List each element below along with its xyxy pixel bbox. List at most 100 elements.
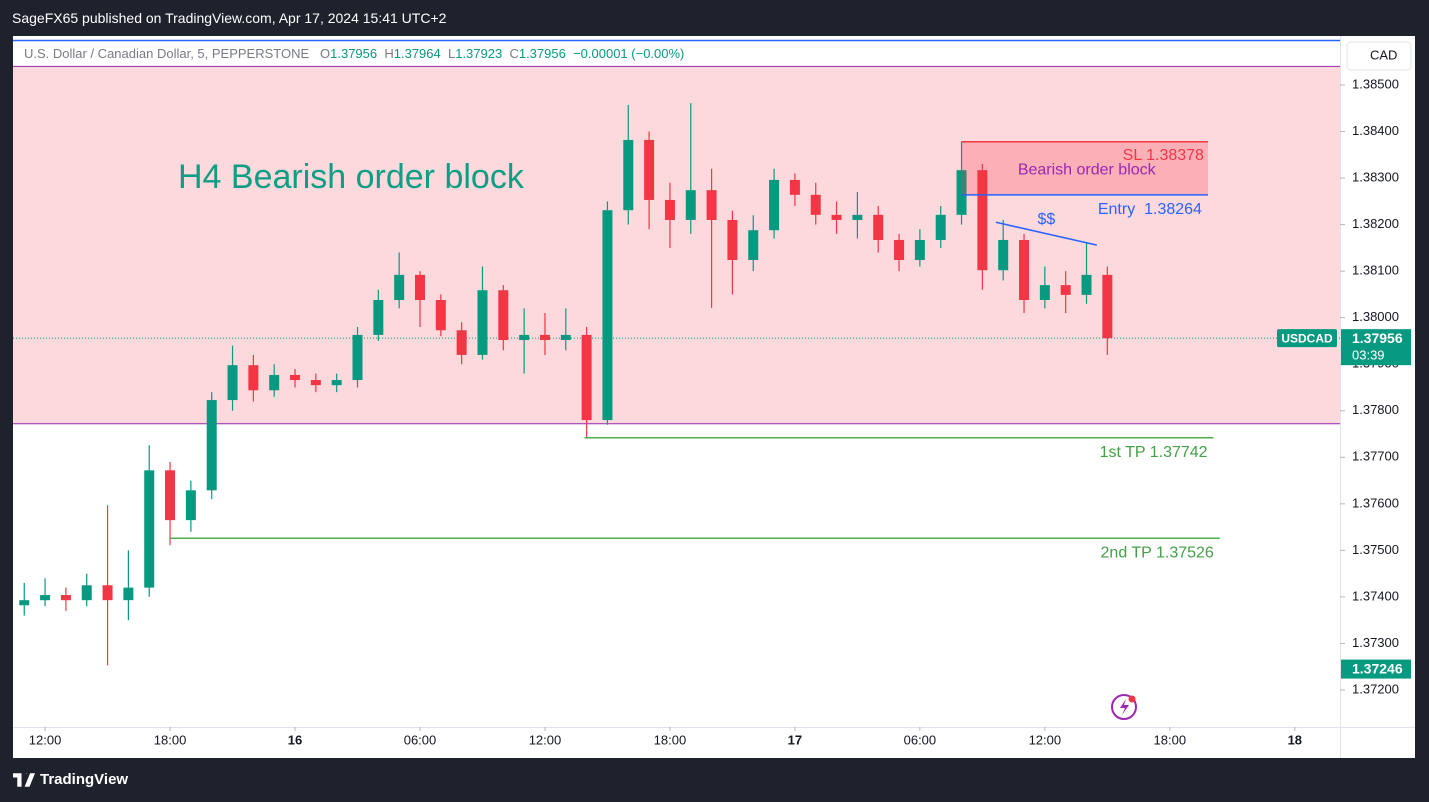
candle-body <box>310 380 321 386</box>
y-tick-label: 1.37600 <box>1352 495 1399 510</box>
alert-dot <box>1128 695 1136 703</box>
candle-body <box>685 190 696 220</box>
candle-body <box>706 190 717 220</box>
candle-body <box>81 585 92 601</box>
candle-body <box>414 274 425 301</box>
candle-body <box>727 219 738 260</box>
low-price-tag <box>1341 659 1411 679</box>
x-tick-label: 18:00 <box>154 732 187 747</box>
candle-body <box>1039 285 1050 301</box>
legend-value: 1.37956 <box>330 46 378 61</box>
x-tick-label: 06:00 <box>404 732 437 747</box>
target-label: 2nd TP 1.37526 <box>1101 544 1214 561</box>
x-tick-label: 18 <box>1288 732 1302 747</box>
entry-label: Entry 1.38264 <box>1098 201 1202 218</box>
alert-icon[interactable] <box>1111 694 1137 720</box>
candle-body <box>373 300 384 335</box>
symbol-tag <box>1277 329 1337 348</box>
candle-body <box>227 365 238 401</box>
candle-body <box>956 170 967 215</box>
candle-body <box>1102 274 1113 339</box>
candle-body <box>769 179 780 231</box>
footer-brand: TradingView <box>40 771 129 788</box>
zone <box>13 66 1340 424</box>
y-tick-label: 1.38000 <box>1352 309 1399 324</box>
order-block-label: Bearish order block <box>1018 162 1157 179</box>
legend: U.S. Dollar / Canadian Dollar, 5, PEPPER… <box>24 46 684 61</box>
candle-body <box>560 334 571 341</box>
liquidity-line <box>995 221 1098 246</box>
candle-body <box>19 600 30 606</box>
y-tick-label: 1.37500 <box>1352 542 1399 557</box>
legend-key: H <box>384 46 394 61</box>
candle-body <box>456 330 467 355</box>
candle-body <box>185 490 196 521</box>
x-tick-label: 18:00 <box>1154 732 1187 747</box>
candle-body <box>123 587 134 601</box>
candle-body <box>748 230 759 260</box>
candle-body <box>269 374 280 391</box>
candle-body <box>519 334 530 341</box>
y-tick-label: 1.38300 <box>1352 170 1399 185</box>
candle-body <box>664 199 675 220</box>
candle-body <box>1060 285 1071 295</box>
candle-body <box>852 214 863 220</box>
y-tick-label: 1.38200 <box>1352 216 1399 231</box>
candle-body <box>602 210 613 421</box>
candle-body <box>477 290 488 355</box>
candle-body <box>894 239 905 260</box>
candle-body <box>290 374 301 381</box>
legend-value: 1.37964 <box>393 46 441 61</box>
order-block <box>961 141 1208 195</box>
candle-body <box>40 595 51 601</box>
y-tick-label: 1.38500 <box>1352 76 1399 91</box>
candle-body <box>831 214 842 220</box>
x-tick-label: 18:00 <box>654 732 687 747</box>
x-tick-label: 12:00 <box>1029 732 1062 747</box>
legend-key: O <box>320 46 331 61</box>
target-label: 1st TP 1.37742 <box>1100 444 1208 461</box>
currency: CAD <box>1370 47 1397 62</box>
candle-body <box>248 365 259 391</box>
logo <box>13 773 35 787</box>
legend-key: L <box>447 46 456 61</box>
zone-label: H4 Bearish order block <box>178 158 525 196</box>
candle-body <box>977 170 988 271</box>
candle-body <box>144 470 155 588</box>
candle-body <box>435 300 446 331</box>
alert-bolt <box>1120 699 1129 715</box>
candle-body <box>623 139 634 211</box>
low-price-label: 1.37246 <box>1352 660 1403 676</box>
last-price-label: 1.37956 <box>1352 330 1403 346</box>
legend-symbol: U.S. Dollar / Canadian Dollar, 5, PEPPER… <box>24 46 310 61</box>
candle-body <box>935 214 946 240</box>
legend-value: 1.37956 <box>518 46 566 61</box>
last-price-tag <box>1341 329 1411 366</box>
symbol-tag-label: USDCAD <box>1281 331 1333 345</box>
candle-body <box>352 334 363 381</box>
candle-body <box>1081 274 1092 295</box>
legend-key: C <box>509 46 519 61</box>
y-tick-label: 1.38400 <box>1352 123 1399 138</box>
candle-body <box>165 470 176 521</box>
currency-button[interactable] <box>1346 41 1412 71</box>
x-tick-label: 06:00 <box>904 732 937 747</box>
candle-body <box>206 400 217 491</box>
candle-body <box>644 139 655 200</box>
candle-body <box>498 290 509 341</box>
candle-body <box>394 274 405 301</box>
candle-body <box>810 194 821 215</box>
candle-body <box>789 179 800 195</box>
candle-body <box>102 585 113 601</box>
countdown: 03:39 <box>1352 348 1385 363</box>
x-tick-label: 16 <box>288 732 302 747</box>
legend-change: −0.00001 (−0.00%) <box>573 46 685 61</box>
x-tick-label: 17 <box>788 732 802 747</box>
x-tick-label: 12:00 <box>529 732 562 747</box>
candle-body <box>998 239 1009 271</box>
liquidity-label: $$ <box>1038 211 1056 228</box>
candle-body <box>539 334 550 341</box>
y-tick-label: 1.38100 <box>1352 263 1399 278</box>
